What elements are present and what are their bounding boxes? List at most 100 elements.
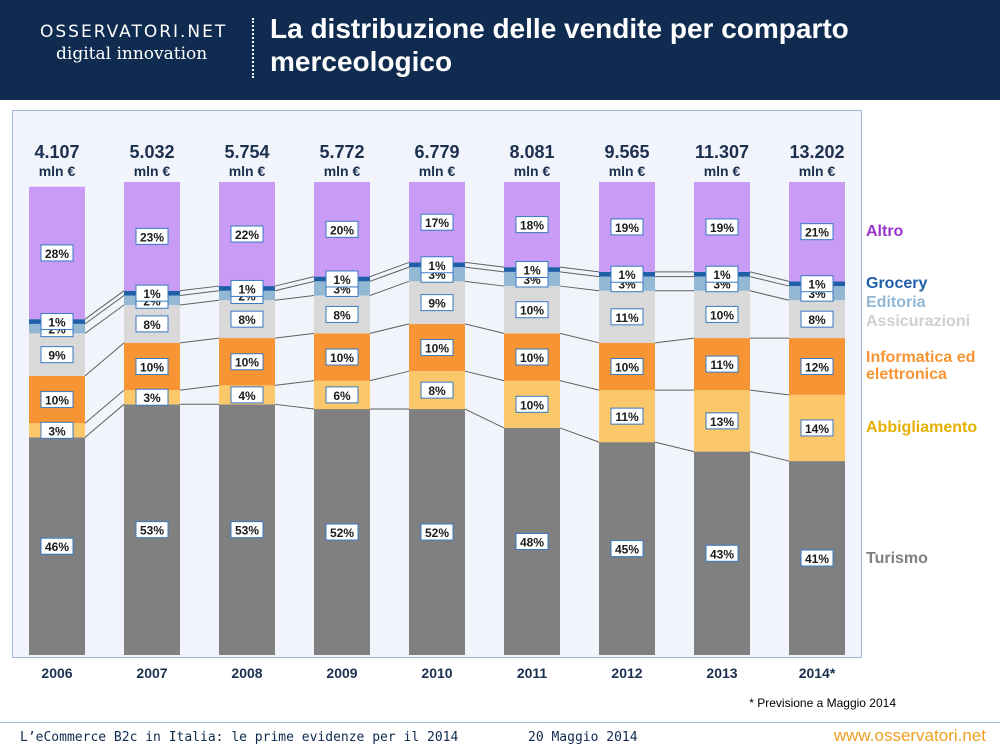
connector [179, 337, 220, 344]
legend-entry: Informatica ed elettronica [866, 349, 976, 384]
value-label: 23% [140, 230, 164, 244]
connector [749, 451, 790, 462]
value-label: 12% [805, 360, 829, 374]
total-unit: mln € [229, 163, 266, 179]
total-label: 5.754 [224, 142, 269, 162]
value-label: 1% [333, 273, 351, 287]
value-label-box [610, 218, 644, 236]
value-label-box [230, 521, 264, 539]
connector [559, 266, 600, 273]
footer-line [0, 722, 1000, 723]
connector [559, 285, 600, 292]
connector [84, 304, 125, 334]
value-label-box [800, 549, 834, 567]
total-label: 6.779 [414, 142, 459, 162]
value-label-box [800, 310, 834, 328]
connector [559, 332, 600, 344]
connector [84, 290, 125, 320]
total-unit: mln € [704, 163, 741, 179]
total-unit: mln € [799, 163, 836, 179]
connector [84, 295, 125, 325]
value-label: 19% [710, 221, 734, 235]
x-tick-label: 2012 [611, 665, 642, 681]
value-label: 20% [330, 223, 354, 237]
header: OSSERVATORI.NET digital innovation La di… [0, 0, 1000, 100]
value-label-box [135, 357, 169, 375]
footer-website[interactable]: www.osservatori.net [833, 726, 986, 745]
value-label: 19% [615, 221, 639, 235]
connector [654, 337, 695, 344]
x-tick-label: 2006 [41, 665, 72, 681]
total-label: 4.107 [34, 142, 79, 162]
value-label-box [420, 339, 454, 357]
value-label-box [705, 305, 739, 323]
value-label: 52% [425, 526, 449, 540]
value-label: 13% [710, 415, 734, 429]
value-label: 10% [520, 304, 544, 318]
connector [369, 266, 410, 282]
value-label-box [610, 357, 644, 375]
legend-entry: Editoria [866, 294, 926, 312]
total-unit: mln € [324, 163, 361, 179]
value-label-box [135, 315, 169, 333]
logo-subtitle: digital innovation [56, 44, 208, 64]
value-label-box [610, 540, 644, 558]
value-label-box [515, 261, 549, 279]
connector [179, 290, 220, 297]
connector [654, 441, 695, 453]
value-label-box [325, 523, 359, 541]
connector [84, 403, 125, 438]
value-label: 10% [235, 356, 259, 370]
value-label: 46% [45, 540, 69, 554]
value-label: 22% [235, 228, 259, 242]
value-label-box [800, 357, 834, 375]
connector [464, 323, 505, 334]
legend-entry: Grocery [866, 275, 928, 293]
value-label-box [325, 220, 359, 238]
value-label-box [325, 386, 359, 404]
connector [749, 271, 790, 282]
connector [274, 332, 315, 339]
connector [274, 380, 315, 386]
slide-title: La distribuzione delle vendite per compa… [270, 13, 849, 77]
connector [369, 323, 410, 334]
connector [464, 408, 505, 429]
value-label: 3% [143, 391, 161, 405]
x-tick-label: 2011 [517, 665, 548, 681]
value-label: 3% [48, 424, 66, 438]
value-label: 1% [523, 264, 541, 278]
value-label: 14% [805, 422, 829, 436]
value-label: 1% [713, 268, 731, 282]
connector [749, 290, 790, 301]
value-label: 11% [615, 410, 639, 424]
value-label-box [800, 223, 834, 241]
total-unit: mln € [609, 163, 646, 179]
value-label-box [800, 275, 834, 293]
connector [464, 280, 505, 287]
connector [84, 389, 125, 424]
value-label: 1% [428, 259, 446, 273]
connector [179, 299, 220, 306]
logo: OSSERVATORI.NET [40, 22, 228, 42]
x-tick-label: 2007 [136, 665, 167, 681]
value-label-box [610, 407, 644, 425]
value-label-box [705, 218, 739, 236]
value-label: 52% [330, 526, 354, 540]
connector [274, 295, 315, 301]
value-label-box [135, 227, 169, 245]
value-label: 1% [808, 278, 826, 292]
value-label-box [325, 270, 359, 288]
value-label: 11% [615, 311, 639, 325]
x-tick-label: 2013 [706, 665, 737, 681]
connector [749, 389, 790, 396]
connector [464, 266, 505, 273]
value-label: 8% [428, 384, 446, 398]
value-label-box [420, 213, 454, 231]
value-label: 1% [48, 316, 66, 330]
x-tick-label: 2014* [799, 665, 836, 681]
connector [369, 370, 410, 382]
value-label: 48% [520, 535, 544, 549]
value-label: 43% [710, 547, 734, 561]
